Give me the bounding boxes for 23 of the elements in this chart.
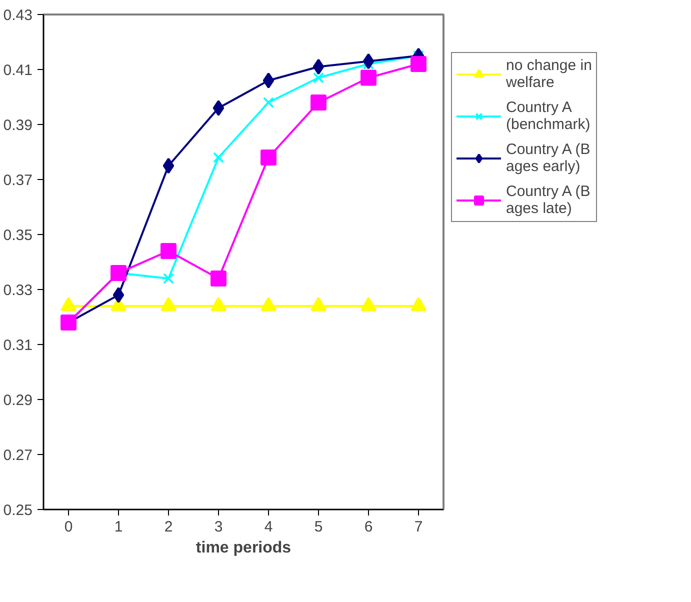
y-tick-label: 0.37 bbox=[3, 172, 33, 189]
y-tick-label: 0.41 bbox=[3, 62, 33, 79]
y-tick-label: 0.25 bbox=[3, 502, 33, 519]
x-tick-label: 7 bbox=[414, 518, 423, 536]
x-tick-label: 6 bbox=[364, 518, 373, 536]
x-tick-label: 0 bbox=[64, 518, 73, 536]
x-tick-label: 4 bbox=[264, 518, 273, 536]
legend-label: Country A (benchmark) bbox=[506, 99, 590, 133]
x-axis-title: time periods bbox=[196, 540, 292, 556]
y-tick-label: 0.43 bbox=[3, 7, 33, 24]
x-tick-label: 2 bbox=[164, 518, 173, 536]
x-tick-label: 5 bbox=[314, 518, 323, 536]
y-tick-label: 0.33 bbox=[3, 282, 33, 299]
legend-label: no change in welfare bbox=[506, 57, 592, 91]
y-tick-label: 0.29 bbox=[3, 392, 33, 409]
x-tick-label: 3 bbox=[214, 518, 223, 536]
legend-label: Country A (B ages late) bbox=[506, 183, 590, 217]
y-tick-label: 0.35 bbox=[3, 227, 33, 244]
y-tick-label: 0.39 bbox=[3, 117, 33, 134]
y-tick-label: 0.27 bbox=[3, 447, 33, 464]
legend-label: Country A (B ages early) bbox=[506, 141, 590, 175]
y-tick-label: 0.31 bbox=[3, 337, 33, 354]
x-tick-label: 1 bbox=[114, 518, 123, 536]
